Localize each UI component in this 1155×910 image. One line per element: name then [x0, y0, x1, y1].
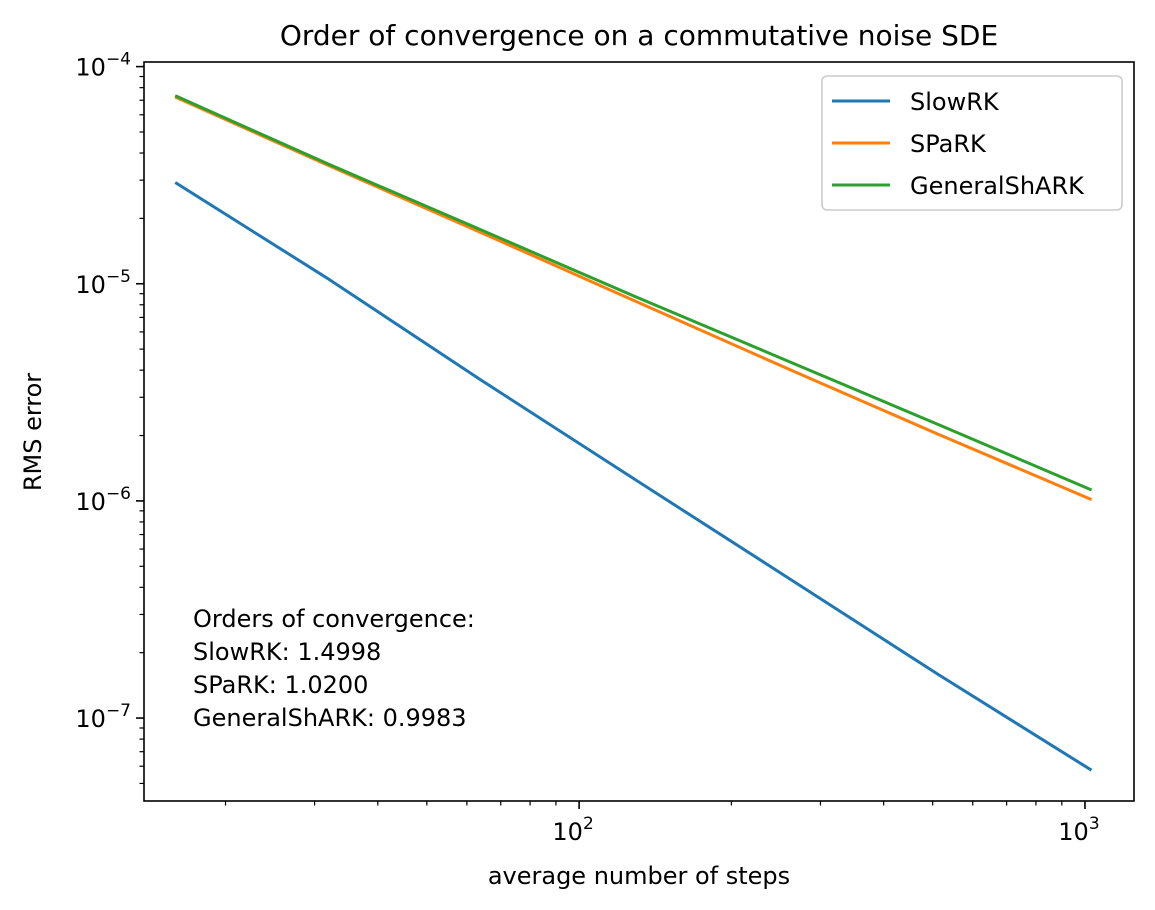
convergence-annotation: Orders of convergence: SlowRK: 1.4998 SPaR…: [193, 605, 475, 732]
series-line-generalshark: [174, 94, 1093, 492]
legend-label-spark: SPaRK: [910, 130, 987, 158]
chart-title: Order of convergence on a commutative no…: [280, 19, 998, 52]
legend: SlowRK SPaRK GeneralShARK: [821, 75, 1123, 211]
axis-ticks: 102 103 10−7 10−6 10−5 10−4: [75, 50, 1099, 846]
y-axis-label: RMS error: [19, 373, 47, 491]
x-tick-label: 102: [552, 814, 593, 846]
legend-label-slowrk: SlowRK: [910, 88, 1000, 116]
y-tick-label: 10−6: [75, 484, 131, 516]
legend-box: [821, 75, 1123, 211]
annotation-line: Orders of convergence:: [193, 605, 475, 633]
annotation-line: SlowRK: 1.4998: [193, 638, 381, 666]
annotation-line: GeneralShARK: 0.9983: [193, 704, 467, 732]
y-tick-label: 10−5: [75, 267, 131, 299]
axes-frame: [143, 61, 1135, 802]
legend-label-generalshark: GeneralShARK: [910, 172, 1085, 200]
series-lines: [174, 94, 1093, 772]
x-axis-label: average number of steps: [488, 862, 790, 890]
x-tick-label: 103: [1058, 814, 1099, 846]
y-tick-label: 10−4: [75, 50, 131, 82]
y-tick-label: 10−7: [75, 701, 131, 733]
annotation-line: SPaRK: 1.0200: [193, 671, 368, 699]
series-line-slowrk: [174, 181, 1093, 772]
